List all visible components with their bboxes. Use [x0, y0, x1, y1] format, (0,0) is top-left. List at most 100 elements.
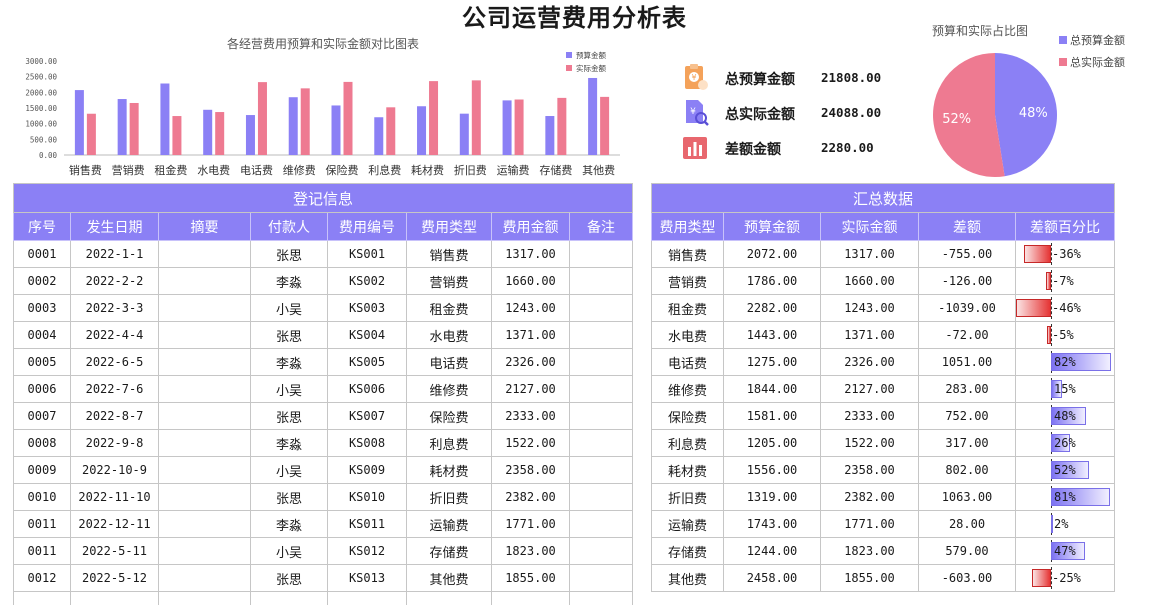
cell-diff-percent[interactable]: 52% [1015, 456, 1115, 484]
cell-diff-percent[interactable]: 82% [1015, 348, 1115, 376]
cell-amount[interactable]: 1317.00 [491, 240, 570, 268]
cell-expense-type[interactable]: 耗材费 [406, 456, 492, 484]
cell-date[interactable]: 2022-10-9 [70, 456, 159, 484]
cell-diff-percent[interactable]: 26% [1015, 429, 1115, 457]
cell-expense-code[interactable]: KS002 [327, 267, 407, 295]
cell-summary[interactable] [158, 564, 251, 592]
cell-date[interactable]: 2022-1-1 [70, 240, 159, 268]
cell-budget[interactable]: 1319.00 [723, 483, 821, 511]
cell-amount[interactable]: 2382.00 [491, 483, 570, 511]
cell-budget[interactable]: 1786.00 [723, 267, 821, 295]
column-header[interactable]: 费用金额 [491, 212, 570, 241]
empty-cell[interactable] [158, 591, 251, 605]
cell-amount[interactable]: 2358.00 [491, 456, 570, 484]
cell-diff-percent[interactable]: 47% [1015, 537, 1115, 565]
column-header[interactable]: 费用类型 [406, 212, 492, 241]
cell-amount[interactable]: 1660.00 [491, 267, 570, 295]
cell-expense-type[interactable]: 保险费 [406, 402, 492, 430]
cell-budget[interactable]: 1275.00 [723, 348, 821, 376]
cell-expense-type[interactable]: 电话费 [406, 348, 492, 376]
cell-remark[interactable] [568, 321, 634, 349]
cell-budget[interactable]: 2458.00 [723, 564, 821, 592]
cell-row-no[interactable]: 0009 [13, 456, 71, 484]
cell-actual[interactable]: 1660.00 [820, 267, 919, 295]
cell-diff[interactable]: 752.00 [918, 402, 1016, 430]
cell-summary[interactable] [158, 294, 251, 322]
cell-expense-type[interactable]: 租金费 [406, 294, 492, 322]
column-header[interactable]: 实际金额 [820, 212, 919, 241]
cell-expense-code[interactable]: KS009 [327, 456, 407, 484]
cell-diff-percent[interactable]: 2% [1015, 510, 1115, 538]
cell-budget[interactable]: 1244.00 [723, 537, 821, 565]
cell-payer[interactable]: 张思 [250, 240, 328, 268]
cell-type[interactable]: 折旧费 [651, 483, 724, 511]
cell-row-no[interactable]: 0006 [13, 375, 71, 403]
cell-expense-code[interactable]: KS011 [327, 510, 407, 538]
cell-payer[interactable]: 李淼 [250, 267, 328, 295]
cell-payer[interactable]: 小吴 [250, 375, 328, 403]
cell-date[interactable]: 2022-8-7 [70, 402, 159, 430]
cell-expense-code[interactable]: KS013 [327, 564, 407, 592]
cell-remark[interactable] [568, 402, 634, 430]
cell-actual[interactable]: 1243.00 [820, 294, 919, 322]
cell-expense-type[interactable]: 折旧费 [406, 483, 492, 511]
cell-date[interactable]: 2022-6-5 [70, 348, 159, 376]
cell-budget[interactable]: 1844.00 [723, 375, 821, 403]
cell-payer[interactable]: 小吴 [250, 537, 328, 565]
cell-amount[interactable]: 1371.00 [491, 321, 570, 349]
cell-payer[interactable]: 小吴 [250, 456, 328, 484]
cell-budget[interactable]: 1581.00 [723, 402, 821, 430]
cell-actual[interactable]: 2382.00 [820, 483, 919, 511]
column-header[interactable]: 预算金额 [723, 212, 821, 241]
cell-expense-type[interactable]: 维修费 [406, 375, 492, 403]
cell-actual[interactable]: 1771.00 [820, 510, 919, 538]
cell-date[interactable]: 2022-7-6 [70, 375, 159, 403]
column-header[interactable]: 摘要 [158, 212, 251, 241]
cell-summary[interactable] [158, 537, 251, 565]
cell-date[interactable]: 2022-9-8 [70, 429, 159, 457]
cell-remark[interactable] [568, 429, 634, 457]
cell-diff[interactable]: 283.00 [918, 375, 1016, 403]
cell-payer[interactable]: 李淼 [250, 348, 328, 376]
cell-row-no[interactable]: 0004 [13, 321, 71, 349]
cell-expense-code[interactable]: KS007 [327, 402, 407, 430]
cell-summary[interactable] [158, 240, 251, 268]
cell-diff[interactable]: 579.00 [918, 537, 1016, 565]
cell-diff-percent[interactable]: -7% [1015, 267, 1115, 295]
cell-payer[interactable]: 张思 [250, 402, 328, 430]
cell-type[interactable]: 其他费 [651, 564, 724, 592]
cell-remark[interactable] [568, 348, 634, 376]
cell-date[interactable]: 2022-12-11 [70, 510, 159, 538]
cell-expense-type[interactable]: 其他费 [406, 564, 492, 592]
cell-type[interactable]: 耗材费 [651, 456, 724, 484]
cell-amount[interactable]: 1243.00 [491, 294, 570, 322]
cell-row-no[interactable]: 0005 [13, 348, 71, 376]
column-header[interactable]: 差额百分比 [1015, 212, 1115, 241]
cell-row-no[interactable]: 0012 [13, 564, 71, 592]
cell-diff[interactable]: 317.00 [918, 429, 1016, 457]
cell-budget[interactable]: 2072.00 [723, 240, 821, 268]
cell-type[interactable]: 保险费 [651, 402, 724, 430]
cell-expense-type[interactable]: 利息费 [406, 429, 492, 457]
cell-payer[interactable]: 张思 [250, 483, 328, 511]
cell-budget[interactable]: 1443.00 [723, 321, 821, 349]
cell-amount[interactable]: 2127.00 [491, 375, 570, 403]
cell-expense-code[interactable]: KS012 [327, 537, 407, 565]
cell-diff[interactable]: 1051.00 [918, 348, 1016, 376]
cell-actual[interactable]: 1823.00 [820, 537, 919, 565]
cell-amount[interactable]: 1823.00 [491, 537, 570, 565]
cell-amount[interactable]: 1522.00 [491, 429, 570, 457]
column-header[interactable]: 序号 [13, 212, 71, 241]
cell-diff-percent[interactable]: -5% [1015, 321, 1115, 349]
cell-type[interactable]: 存储费 [651, 537, 724, 565]
column-header[interactable]: 备注 [568, 212, 634, 241]
column-header[interactable]: 费用编号 [327, 212, 407, 241]
cell-diff-percent[interactable]: 81% [1015, 483, 1115, 511]
cell-expense-type[interactable]: 水电费 [406, 321, 492, 349]
cell-expense-code[interactable]: KS008 [327, 429, 407, 457]
cell-diff-percent[interactable]: -46% [1015, 294, 1115, 322]
cell-expense-type[interactable]: 运输费 [406, 510, 492, 538]
cell-remark[interactable] [568, 456, 634, 484]
cell-summary[interactable] [158, 267, 251, 295]
cell-summary[interactable] [158, 375, 251, 403]
